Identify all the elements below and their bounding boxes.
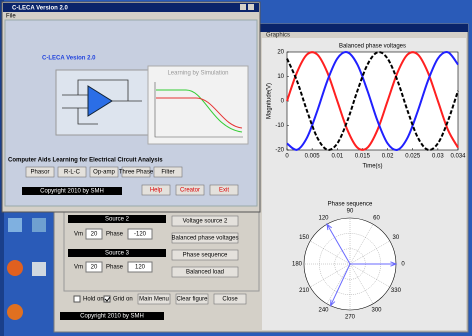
- axes: [287, 52, 458, 150]
- x-tick-label: 0.03: [432, 154, 444, 160]
- plot-title: Phase sequence: [328, 202, 373, 208]
- window-title: Graphics: [266, 33, 290, 39]
- button-label[interactable]: Main Menu: [139, 297, 169, 303]
- button-label[interactable]: Creator: [180, 188, 200, 194]
- button-label[interactable]: Clear figure: [176, 297, 208, 303]
- x-tick-label: 0.034: [450, 154, 466, 160]
- menu-item[interactable]: File: [6, 14, 16, 20]
- copyright: Copyright 2010 by SMH: [40, 189, 104, 195]
- close[interactable]: [248, 4, 254, 10]
- plot-title: Balanced phase voltages: [339, 44, 406, 50]
- button-label[interactable]: Balanced phase voltages: [171, 236, 238, 242]
- input-value[interactable]: 20: [91, 232, 98, 238]
- y-tick-label: 10: [277, 74, 284, 80]
- y-tick-label: -20: [275, 148, 284, 154]
- section-title: Source 3: [105, 251, 130, 257]
- button-label[interactable]: Exit: [219, 188, 229, 194]
- label: Vm: [74, 232, 83, 238]
- button-label[interactable]: Close: [222, 297, 238, 303]
- angle-label: 60: [373, 216, 380, 222]
- button-label[interactable]: Phasor: [30, 170, 49, 176]
- icon[interactable]: [32, 218, 46, 232]
- button-label[interactable]: Voltage source 2: [183, 219, 228, 225]
- x-tick-label: 0.005: [305, 154, 321, 160]
- icon[interactable]: [8, 218, 22, 232]
- input-value[interactable]: 120: [135, 265, 146, 271]
- angle-label: 120: [318, 216, 329, 222]
- checkbox-label[interactable]: Grid on: [113, 297, 133, 303]
- y-axis-label: Magnitude(V): [267, 83, 273, 119]
- button-label[interactable]: Filter: [161, 170, 174, 176]
- button-label[interactable]: Phase sequence: [183, 253, 228, 259]
- y-tick-label: 20: [277, 50, 284, 56]
- input-value[interactable]: 20: [91, 265, 98, 271]
- x-tick-label: 0.025: [405, 154, 421, 160]
- x-axis-label: Time(s): [362, 164, 382, 170]
- x-tick-label: 0.01: [331, 154, 343, 160]
- input-value[interactable]: -120: [134, 232, 147, 238]
- button-label[interactable]: Op-amp: [93, 170, 115, 176]
- minimize[interactable]: [240, 4, 246, 10]
- subtitle: Computer Aids Learning for Electrical Ci…: [8, 158, 163, 164]
- tagline: Learning by Simulation: [167, 71, 228, 77]
- button-label[interactable]: Help: [150, 188, 163, 194]
- angle-label: 180: [292, 262, 303, 268]
- button-label[interactable]: R-L-C: [64, 170, 81, 176]
- label: Phase: [106, 232, 124, 238]
- bottom-buttons: Main Menu Clear figure Close: [138, 294, 246, 304]
- angle-label: 240: [318, 307, 329, 313]
- section-title: Source 2: [105, 217, 130, 223]
- copyright: Copyright 2010 by SMH: [80, 314, 144, 320]
- label: Vm: [74, 265, 83, 271]
- action-buttons: Help Creator Exit: [142, 185, 238, 195]
- angle-label: 90: [347, 209, 354, 215]
- graph-image: [148, 66, 248, 144]
- icon[interactable]: [7, 304, 23, 320]
- button-label[interactable]: Three Phase: [119, 170, 154, 176]
- angle-label: 330: [391, 288, 402, 294]
- heading: C-LECA Vesion 2.0: [42, 56, 96, 62]
- checkbox[interactable]: [74, 296, 80, 302]
- x-tick-label: 0.015: [355, 154, 371, 160]
- label: Phase: [106, 265, 124, 271]
- angle-label: 30: [393, 235, 400, 241]
- checkbox-label[interactable]: Hold on: [83, 297, 104, 303]
- front-window: C-LECA Version 2.0 File C-LECA Vesion 2.…: [2, 2, 260, 212]
- x-tick-label: 0.02: [382, 154, 394, 160]
- screen: Graphics Balanced phase voltages Time(s) M…: [0, 0, 472, 336]
- angle-label: 150: [299, 235, 310, 241]
- icon[interactable]: [32, 262, 46, 276]
- button-label[interactable]: Balanced load: [186, 270, 224, 276]
- angle-label: 270: [345, 315, 356, 321]
- icon[interactable]: [7, 260, 23, 276]
- angle-label: 210: [299, 288, 310, 294]
- angle-label: 300: [371, 307, 382, 313]
- y-tick-label: -10: [275, 123, 284, 129]
- window-title: C-LECA Version 2.0: [12, 6, 68, 12]
- front-buttons: Phasor R-L-C Op-amp Three Phase Filter: [26, 167, 182, 177]
